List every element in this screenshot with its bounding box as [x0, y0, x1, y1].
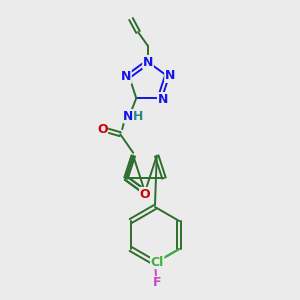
Text: H: H — [133, 110, 143, 123]
Text: N: N — [158, 93, 168, 106]
Text: O: O — [140, 188, 150, 200]
Text: O: O — [97, 123, 108, 136]
Text: N: N — [121, 70, 131, 83]
Text: N: N — [123, 110, 134, 123]
Text: N: N — [165, 69, 175, 82]
Text: Cl: Cl — [151, 256, 164, 268]
Text: N: N — [143, 56, 153, 68]
Text: F: F — [153, 277, 161, 290]
